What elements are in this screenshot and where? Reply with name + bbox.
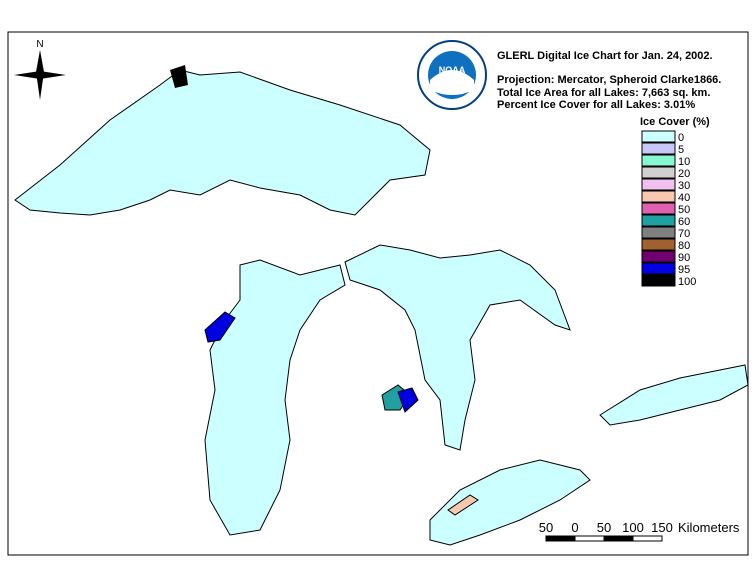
scale-segment <box>603 535 634 542</box>
legend-swatch <box>641 250 676 263</box>
ice-patch <box>204 311 236 343</box>
scale-label: 150 <box>651 520 673 535</box>
scale-segment <box>574 535 605 542</box>
lakes <box>14 65 749 546</box>
legend-label: 60 <box>678 216 690 228</box>
legend-title: Ice Cover (%) <box>640 116 710 128</box>
legend-label: 70 <box>678 228 690 240</box>
legend-swatch <box>641 274 676 287</box>
scale-bar: Kilometers 50 0 50 100 150 <box>539 520 740 542</box>
legend-swatch <box>641 178 676 191</box>
legend-label: 90 <box>678 252 690 264</box>
legend-label: 50 <box>678 204 690 216</box>
legend-swatch <box>641 190 676 203</box>
noaa-logo: NOAA <box>417 40 487 110</box>
lake-ontario <box>599 364 749 426</box>
lake-huron <box>344 244 571 451</box>
legend-swatch <box>641 154 676 167</box>
ice-patch <box>397 387 419 413</box>
legend-swatch <box>641 142 676 155</box>
legend-label: 100 <box>678 276 696 288</box>
legend-swatch <box>641 166 676 179</box>
compass-label: N <box>36 39 43 50</box>
scale-unit: Kilometers <box>678 520 740 535</box>
projection: Projection: Mercator, Spheroid Clarke186… <box>497 74 721 86</box>
percent-cover: Percent Ice Cover for all Lakes: 3.01% <box>497 99 695 111</box>
legend-swatch <box>641 238 676 251</box>
legend-swatch <box>641 130 676 143</box>
legend-label: 5 <box>678 144 684 156</box>
legend-label: 10 <box>678 156 690 168</box>
lake-erie <box>429 459 591 546</box>
title: GLERL Digital Ice Chart for Jan. 24, 200… <box>497 50 713 62</box>
legend-swatch <box>641 262 676 275</box>
scale-label: 0 <box>571 520 578 535</box>
legend-swatch <box>641 202 676 215</box>
total-area: Total Ice Area for all Lakes: 7,663 sq. … <box>497 87 710 99</box>
logo-text: NOAA <box>439 65 466 75</box>
legend-label: 30 <box>678 180 690 192</box>
ice-patch <box>170 65 188 88</box>
scale-label: 50 <box>597 520 611 535</box>
legend-label: 80 <box>678 240 690 252</box>
scale-segment <box>632 535 663 542</box>
legend-label: 20 <box>678 168 690 180</box>
legend-label: 0 <box>678 132 684 144</box>
compass: N <box>14 39 66 100</box>
scale-label: 100 <box>622 520 644 535</box>
legend-swatch <box>641 214 676 227</box>
ice-patch <box>447 494 479 516</box>
legend-label: 40 <box>678 192 690 204</box>
scale-label: 50 <box>539 520 553 535</box>
lake-superior <box>14 69 431 216</box>
legend-label: 95 <box>678 264 690 276</box>
legend-swatch <box>641 226 676 239</box>
scale-segment <box>545 535 576 542</box>
